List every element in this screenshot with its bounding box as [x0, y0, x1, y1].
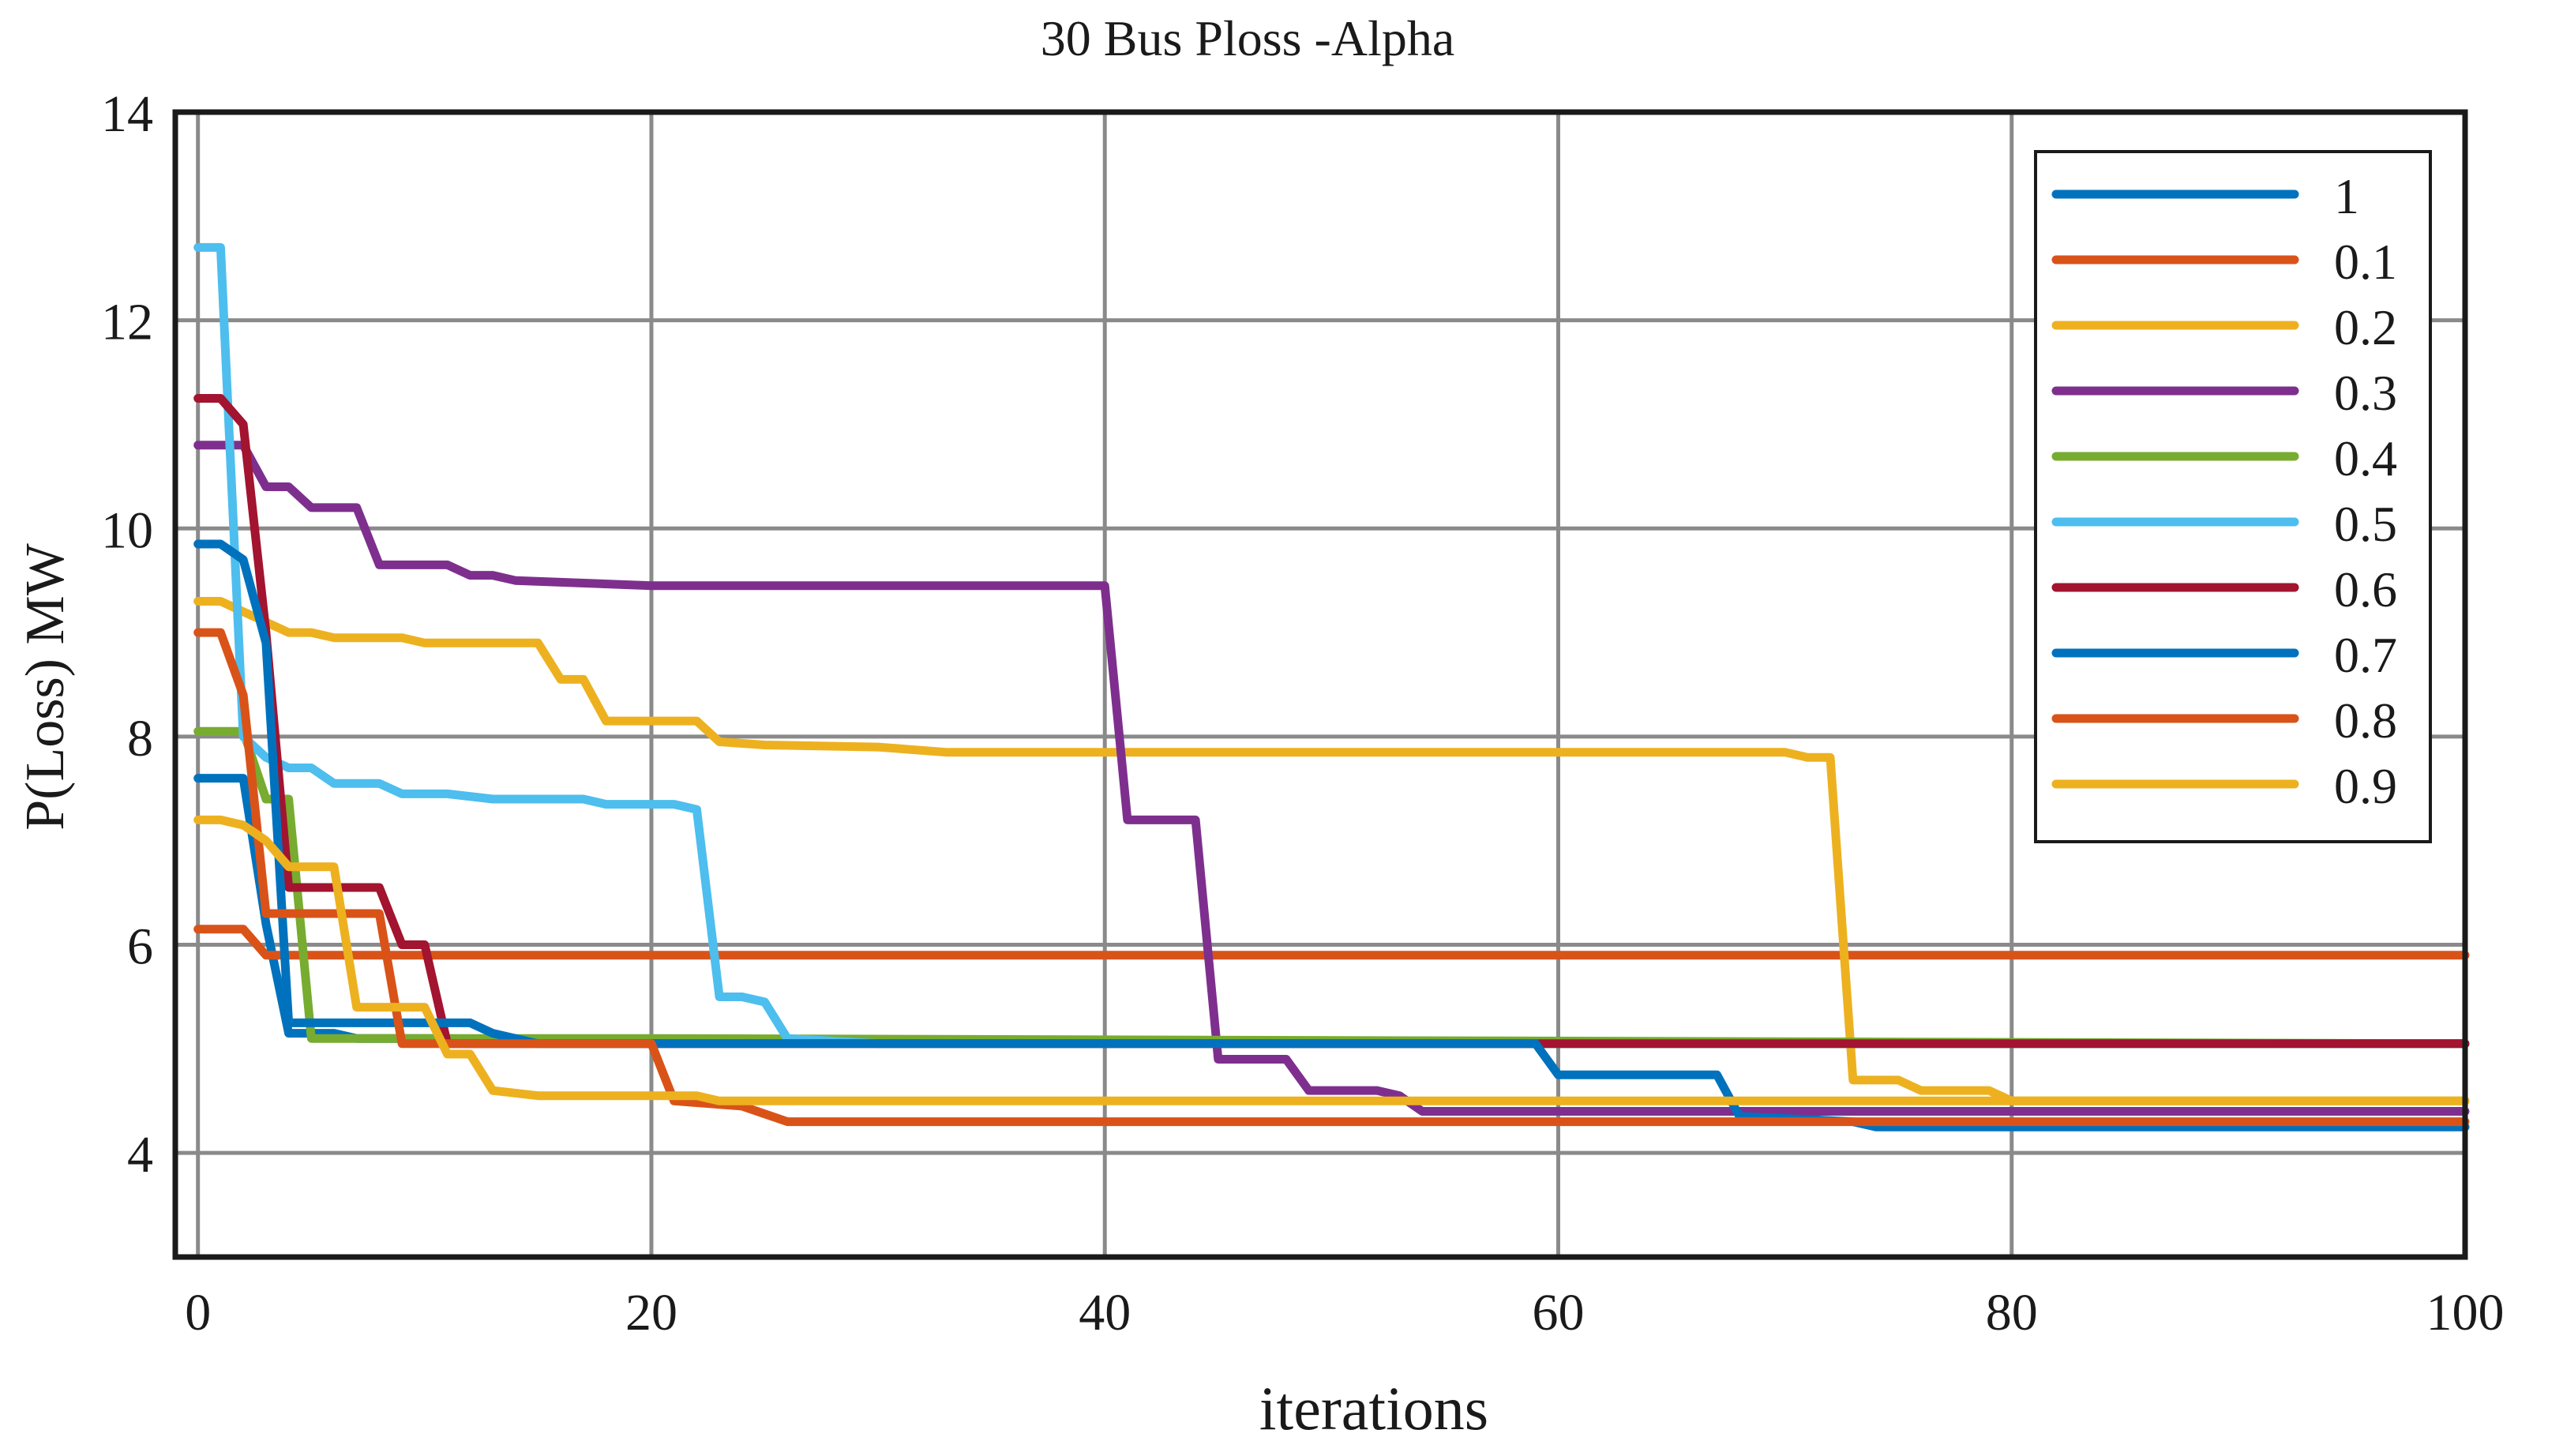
- x-tick-label: 40: [1079, 1284, 1131, 1342]
- plot-frame: [172, 109, 2468, 1260]
- y-axis-label: P(Loss) MW: [15, 543, 76, 831]
- series-line-0.8: [193, 628, 2470, 1127]
- x-tick-label: 100: [2426, 1284, 2505, 1342]
- x-tick-label: 0: [185, 1284, 211, 1342]
- legend-label-0.3: 0.3: [2334, 365, 2397, 421]
- series-line-0.3: [193, 441, 2470, 1116]
- y-tick-label: 8: [127, 710, 153, 767]
- legend-label-0.8: 0.8: [2334, 692, 2397, 749]
- y-tick-label: 14: [101, 85, 153, 143]
- y-tick-label: 10: [101, 501, 153, 559]
- x-tick-label: 80: [1986, 1284, 2038, 1342]
- y-tick-label: 4: [127, 1126, 153, 1184]
- legend: 1 0.1 0.2 0.3 0.4 0.5 0.6 0.7 0.8 0.9: [2034, 150, 2432, 843]
- legend-label-0.7: 0.7: [2334, 627, 2397, 683]
- legend-label-0.9: 0.9: [2334, 758, 2397, 814]
- chart-title: 30 Bus Ploss -Alpha: [1041, 10, 1455, 66]
- y-tick-label: 12: [101, 294, 153, 351]
- tick-labels: 0 20 40 60 80 100 4 6 8 10 12 14: [101, 85, 2505, 1342]
- series-line-0.1: [193, 925, 2470, 960]
- series-lines: [193, 242, 2470, 1131]
- legend-label-1: 1: [2334, 168, 2359, 224]
- x-axis-label: iterations: [1259, 1374, 1488, 1443]
- x-tick-label: 60: [1532, 1284, 1584, 1342]
- legend-label-0.5: 0.5: [2334, 496, 2397, 552]
- x-tick-label: 20: [625, 1284, 677, 1342]
- legend-box: [2034, 150, 2432, 843]
- legend-label-0.2: 0.2: [2334, 299, 2397, 355]
- legend-label-0.6: 0.6: [2334, 561, 2397, 617]
- y-tick-label: 6: [127, 918, 153, 976]
- series-line-0.2: [193, 597, 2470, 1105]
- legend-label-0.4: 0.4: [2334, 430, 2397, 486]
- legend-label-0.1: 0.1: [2334, 234, 2397, 290]
- series-line-0.9: [193, 815, 2470, 1105]
